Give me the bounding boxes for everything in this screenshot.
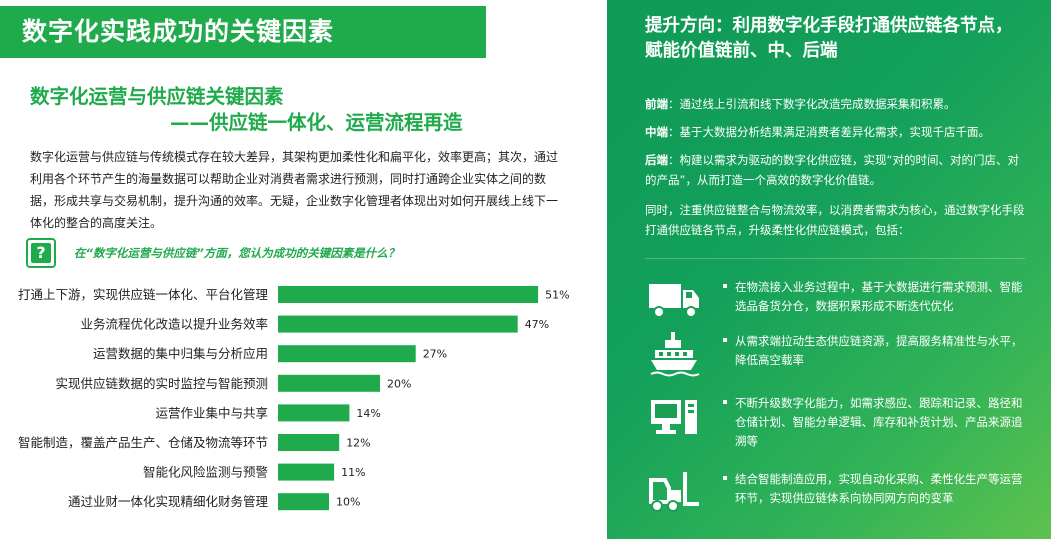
category-label: 智能化风险监测与预警 (143, 465, 268, 480)
question-text: 在“数字化运营与供应链”方面，您认为成功的关键因素是什么？ (74, 246, 400, 260)
intro-paragraph: 数字化运营与供应链与传统模式存在较大差异，其架构更加柔性化和扁平化，效率更高；其… (30, 150, 559, 230)
bar (278, 345, 416, 363)
value-label: 51% (545, 289, 569, 302)
value-label: 10% (336, 496, 360, 509)
bar (278, 404, 350, 422)
bar (278, 374, 380, 392)
summary-paragraph: 同时，注重供应链整合与物流效率，以消费者需求为核心，通过数字化手段打通供应链各节… (645, 203, 1025, 237)
bar (278, 315, 518, 333)
right-panel: 提升方向：利用数字化手段打通供应链各节点，赋能价值链前、中、后端 前端：通过线上… (607, 0, 1051, 539)
measure-text-2: 从需求端拉动生态供应链资源，提高服务精准性与水平，降低高空载率 (735, 334, 1023, 367)
mid-end-text: ：基于大数据分析结果满足消费者差异化需求，实现千店千面。 (668, 125, 990, 139)
bullet (723, 284, 727, 288)
front-end-label: 前端 (645, 97, 668, 111)
category-label: 通过业财一体化实现精细化财务管理 (68, 494, 269, 509)
section-subtitle: ——供应链一体化、运营流程再造 (170, 111, 463, 134)
front-end-text: ：通过线上引流和线下数字化改造完成数据采集和积累。 (668, 97, 956, 111)
left-panel: 数字化实践成功的关键因素 数字化运营与供应链关键因素 ——供应链一体化、运营流程… (0, 6, 586, 511)
back-end-paragraph: 后端：构建以需求为驱动的数字化供应链，实现“对的时间、对的门店、对的产品”，从而… (645, 150, 1025, 190)
bar (278, 463, 335, 481)
right-title: 提升方向：利用数字化手段打通供应链各节点，赋能价值链前、中、后端 (645, 16, 1013, 61)
page-title: 数字化实践成功的关键因素 (0, 6, 486, 58)
question-mark-glyph: ? (31, 243, 51, 263)
mid-end-paragraph: 中端：基于大数据分析结果满足消费者差异化需求，实现千店千面。 (645, 122, 1025, 142)
divider (645, 258, 1025, 259)
value-label: 27% (423, 348, 447, 361)
category-label: 打通上下游，实现供应链一体化、平台化管理 (18, 287, 269, 302)
value-label: 20% (387, 377, 411, 390)
value-label: 14% (356, 407, 380, 420)
question-mark-icon: ? (26, 238, 56, 268)
forklift-icon (649, 472, 699, 512)
value-label: 47% (525, 318, 549, 331)
bullet (723, 476, 727, 480)
category-label: 运营作业集中与共享 (155, 405, 268, 420)
ship-icon (650, 332, 700, 377)
category-label: 智能制造，覆盖产品生产、仓储及物流等环节 (18, 435, 268, 450)
mid-end-label: 中端 (645, 125, 668, 139)
category-label: 业务流程优化改造以提升业务效率 (80, 317, 268, 332)
measure-text-4: 结合智能制造应用，实现自动化采购、柔性化生产等运营环节，实现供应链体系向协同网方… (735, 472, 1023, 505)
survey-question: ? 在“数字化运营与供应链”方面，您认为成功的关键因素是什么？ (26, 238, 586, 268)
value-label: 11% (341, 466, 365, 479)
truck-icon (649, 284, 699, 318)
bar (278, 493, 329, 511)
bullet (723, 338, 727, 342)
bar (278, 434, 340, 451)
measure-text-3: 不断升级数字化能力，如需求感应、跟踪和记录、路径和仓储计划、智能分单逻辑、库存和… (735, 396, 1023, 448)
bar (278, 286, 539, 303)
category-label: 运营数据的集中归集与分析应用 (93, 346, 268, 361)
back-end-label: 后端 (645, 153, 668, 167)
front-end-paragraph: 前端：通过线上引流和线下数字化改造完成数据采集和积累。 (645, 94, 1025, 114)
value-label: 12% (346, 437, 370, 450)
bar-chart: 打通上下游，实现供应链一体化、平台化管理 51% 业务流程优化改造以提升业务效率 47… (18, 286, 570, 511)
bullet (723, 400, 727, 404)
section-title: 数字化运营与供应链关键因素 (30, 85, 284, 108)
category-label: 实现供应链数据的实时监控与智能预测 (55, 376, 268, 391)
computer-icon (651, 400, 697, 434)
measure-text-1: 在物流接入业务过程中，基于大数据进行需求预测、智能选品备货分仓，数据积累形成不断… (735, 280, 1023, 313)
back-end-text: ：构建以需求为驱动的数字化供应链，实现“对的时间、对的门店、对的产品”，从而打造… (645, 153, 1019, 187)
